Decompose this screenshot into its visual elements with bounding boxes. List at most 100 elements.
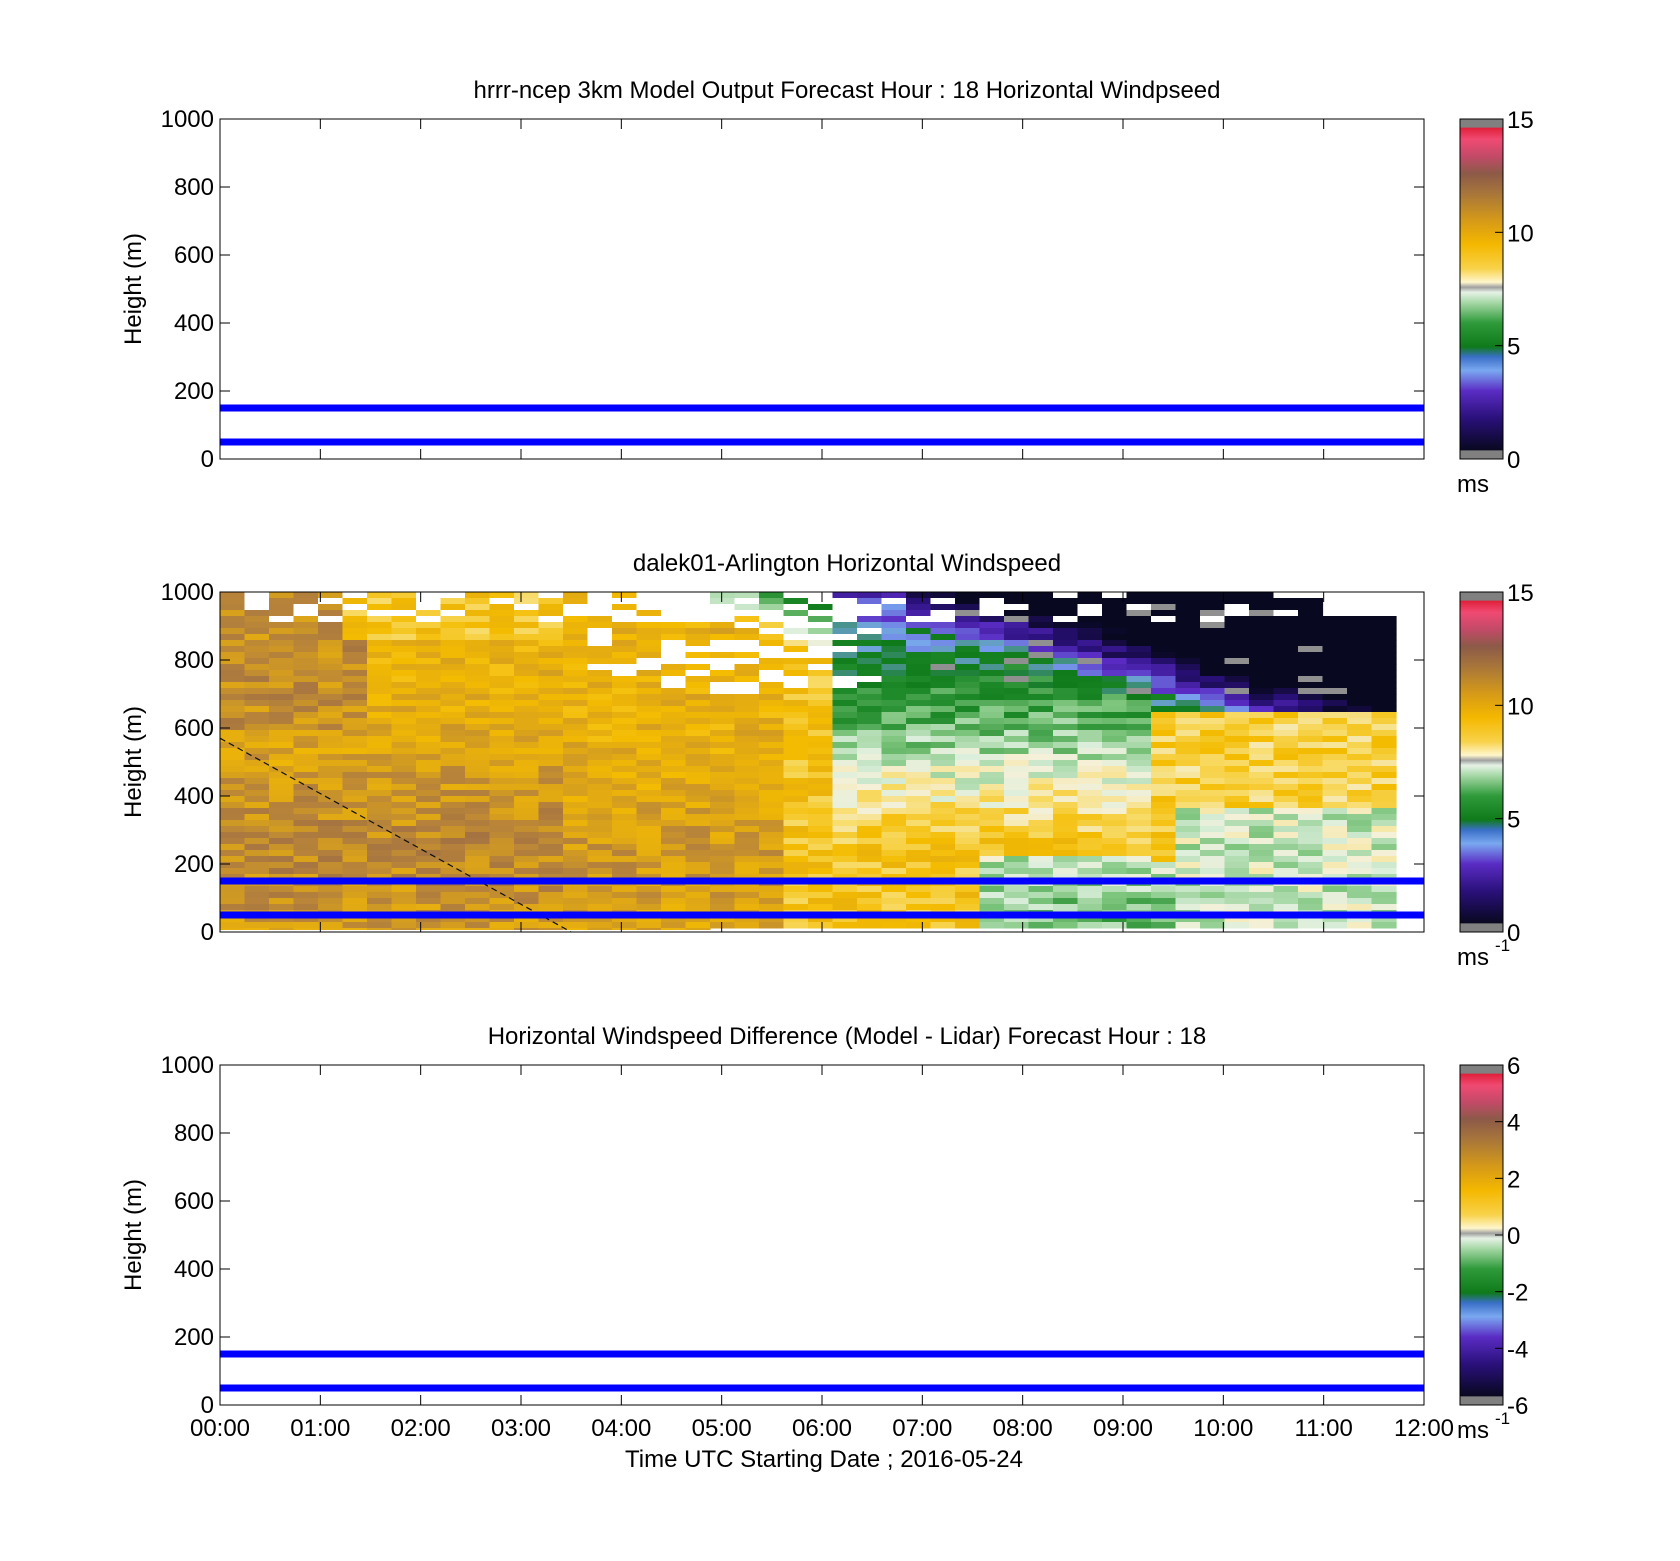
heatmap-cell <box>612 664 638 671</box>
heatmap-cell <box>220 766 246 773</box>
heatmap-cell <box>440 652 466 659</box>
heatmap-cell <box>906 754 932 761</box>
heatmap-cell <box>538 694 564 701</box>
heatmap-cell <box>857 814 883 821</box>
heatmap-cell <box>1322 832 1348 839</box>
heatmap-cell <box>367 640 393 647</box>
heatmap-cell <box>244 832 270 839</box>
heatmap-cell <box>1126 862 1152 869</box>
heatmap-cell <box>832 814 858 821</box>
heatmap-cell <box>220 622 246 629</box>
heatmap-cell <box>734 760 760 767</box>
heatmap-cell <box>685 634 711 641</box>
heatmap-cell <box>1322 862 1348 869</box>
heatmap-cell <box>1298 760 1324 767</box>
heatmap-cell <box>783 892 809 899</box>
heatmap-cell <box>759 844 785 851</box>
heatmap-cell <box>465 862 491 869</box>
heatmap-cell <box>759 754 785 761</box>
heatmap-cell <box>440 622 466 629</box>
heatmap-cell <box>930 766 956 773</box>
heatmap-cell <box>391 844 417 851</box>
heatmap-cell <box>1249 592 1275 599</box>
heatmap-cell <box>881 724 907 731</box>
heatmap-cell <box>979 856 1005 863</box>
heatmap-cell <box>269 604 295 611</box>
heatmap-cell <box>1298 904 1324 911</box>
heatmap-cell <box>857 676 883 683</box>
heatmap-cell <box>416 898 442 905</box>
heatmap-cell <box>220 922 246 929</box>
heatmap-cell <box>1053 592 1079 599</box>
heatmap-cell <box>808 700 834 707</box>
heatmap-cell <box>391 628 417 635</box>
heatmap-cell <box>1077 694 1103 701</box>
heatmap-cell <box>1175 784 1201 791</box>
heatmap-cell <box>612 736 638 743</box>
heatmap-cell <box>342 850 368 857</box>
heatmap-cell <box>1200 724 1226 731</box>
heatmap-cell <box>293 610 319 617</box>
heatmap-cell <box>1053 760 1079 767</box>
heatmap-cell <box>269 658 295 665</box>
heatmap-cell <box>1077 916 1103 923</box>
heatmap-cell <box>734 664 760 671</box>
heatmap-cell <box>465 844 491 851</box>
heatmap-cell <box>832 694 858 701</box>
heatmap-cell <box>1322 814 1348 821</box>
heatmap-cell <box>1273 838 1299 845</box>
heatmap-cell <box>465 712 491 719</box>
heatmap-cell <box>1249 724 1275 731</box>
heatmap-cell <box>220 628 246 635</box>
heatmap-cell <box>1077 610 1103 617</box>
heatmap-cell <box>1200 634 1226 641</box>
heatmap-cell <box>244 664 270 671</box>
heatmap-cell <box>1102 592 1128 599</box>
heatmap-cell <box>1053 748 1079 755</box>
heatmap-cell <box>1200 748 1226 755</box>
heatmap-cell <box>1151 844 1177 851</box>
heatmap-cell <box>1175 682 1201 689</box>
heatmap-cell <box>685 652 711 659</box>
heatmap-cell <box>587 916 613 923</box>
heatmap-cell <box>220 832 246 839</box>
heatmap-cell <box>1224 616 1250 623</box>
heatmap-cell <box>661 796 687 803</box>
heatmap-cell <box>1126 700 1152 707</box>
heatmap-cell <box>783 784 809 791</box>
heatmap-cell <box>808 802 834 809</box>
heatmap-cell <box>783 814 809 821</box>
heatmap-cell <box>979 706 1005 713</box>
heatmap-cell <box>612 634 638 641</box>
heatmap-cell <box>1175 598 1201 605</box>
heatmap-cell <box>710 808 736 815</box>
heatmap-cell <box>1102 796 1128 803</box>
heatmap-cell <box>1077 850 1103 857</box>
heatmap-cell <box>661 694 687 701</box>
heatmap-cell <box>857 856 883 863</box>
heatmap-cell <box>587 670 613 677</box>
heatmap-cell <box>979 676 1005 683</box>
heatmap-cell <box>1347 688 1373 695</box>
heatmap-cell <box>1224 916 1250 923</box>
heatmap-cell <box>440 688 466 695</box>
heatmap-cell <box>587 772 613 779</box>
heatmap-cell <box>979 658 1005 665</box>
heatmap-cell <box>857 832 883 839</box>
heatmap-cell <box>906 664 932 671</box>
heatmap-cell <box>416 592 442 599</box>
heatmap-cell <box>1004 724 1030 731</box>
heatmap-cell <box>1102 850 1128 857</box>
heatmap-cell <box>685 736 711 743</box>
heatmap-cell <box>514 592 540 599</box>
heatmap-cell <box>930 640 956 647</box>
heatmap-cell <box>832 760 858 767</box>
heatmap-cell <box>342 700 368 707</box>
heatmap-cell <box>1004 856 1030 863</box>
heatmap-cell <box>612 592 638 599</box>
heatmap-cell <box>367 682 393 689</box>
heatmap-cell <box>685 628 711 635</box>
heatmap-cell <box>857 874 883 881</box>
heatmap-cell <box>1371 904 1397 911</box>
